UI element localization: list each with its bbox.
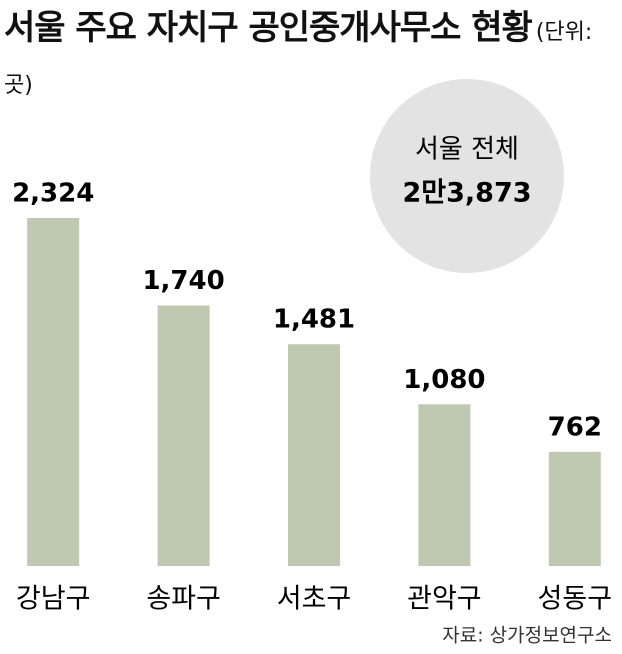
value-label: 1,481: [273, 305, 355, 335]
source: 자료: 상가정보연구소: [442, 625, 612, 647]
bar: [157, 305, 210, 566]
x-tick-label: 성동구: [538, 584, 613, 615]
x-tick-label: 관악구: [407, 584, 482, 615]
x-tick-label: 강남구: [16, 584, 91, 615]
bar: [27, 218, 80, 566]
chart-subtitle: (단위: 곳): [4, 20, 593, 98]
bar: [548, 451, 601, 566]
annotation-circle: [370, 79, 564, 273]
bar: [288, 344, 340, 566]
value-label: 762: [548, 412, 602, 442]
x-tick-label: 서초구: [277, 584, 352, 615]
value-label: 2,324: [12, 179, 94, 209]
chart-title: 서울 주요 자치구 공인중개사무소 현황: [4, 8, 533, 48]
annotation-value: 2만3,873: [402, 178, 531, 209]
bar: [418, 404, 471, 566]
annotation-label: 서울 전체: [415, 135, 519, 165]
x-tick-label: 송파구: [146, 584, 221, 615]
value-label: 1,740: [142, 266, 224, 296]
value-label: 1,080: [403, 365, 485, 395]
header: 서울 주요 자치구 공인중개사무소 현황 (단위: 곳): [4, 2, 616, 113]
